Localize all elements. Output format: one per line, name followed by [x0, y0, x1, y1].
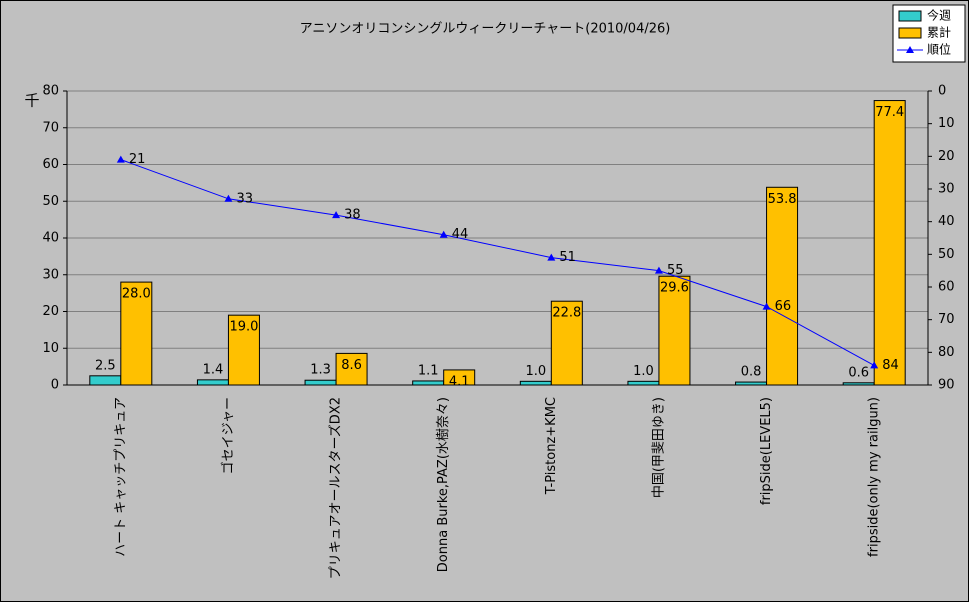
bar	[304, 379, 337, 386]
y2-tick-label: 40	[938, 214, 955, 229]
line-marker	[547, 253, 556, 261]
y-tick-label: 60	[42, 157, 59, 172]
data-label: 38	[344, 208, 361, 223]
data-label: 33	[236, 191, 253, 206]
y2-tick-label: 10	[938, 116, 955, 131]
y-tick-label: 0	[51, 378, 59, 393]
y2-tick-label: 60	[938, 280, 955, 295]
data-label: 53.8	[768, 192, 797, 207]
bar	[443, 369, 476, 386]
y2-tick-label: 30	[938, 182, 955, 197]
y-tick-label: 40	[42, 231, 59, 246]
bar	[627, 380, 660, 386]
y2-tick-label: 80	[938, 345, 955, 360]
y-tick-label: 50	[42, 194, 59, 209]
bar	[519, 380, 552, 386]
data-label: 66	[775, 299, 792, 314]
legend-label: 今週	[927, 8, 951, 23]
x-tick-label: プリキュアオールスターズDX2	[328, 397, 344, 579]
data-label: 1.0	[525, 364, 546, 379]
y-tick-label: 80	[42, 84, 59, 99]
data-label: 84	[882, 358, 899, 373]
y-unit: 千	[24, 92, 39, 110]
line-marker	[439, 230, 448, 238]
bar	[120, 281, 153, 386]
data-label: 1.3	[310, 363, 331, 378]
bar	[658, 275, 691, 386]
y-tick-label: 20	[42, 304, 59, 319]
line-marker	[116, 155, 125, 163]
legend-swatch	[898, 10, 922, 22]
y2-tick-label: 0	[938, 84, 946, 99]
data-label: 28.0	[122, 287, 151, 302]
legend-swatch	[898, 27, 922, 39]
data-label: 1.1	[418, 363, 439, 378]
data-label: 21	[129, 152, 146, 167]
data-label: 77.4	[875, 105, 904, 120]
bar	[735, 381, 768, 386]
legend-label: 順位	[927, 42, 951, 57]
bar	[842, 382, 875, 386]
bar	[766, 186, 799, 386]
legend-marker	[906, 46, 914, 53]
data-label: 22.8	[552, 306, 581, 321]
line-marker	[762, 302, 771, 310]
data-label: 1.4	[203, 362, 224, 377]
bar	[227, 314, 260, 386]
legend-label: 累計	[927, 25, 951, 40]
y2-tick-label: 20	[938, 149, 955, 164]
line-marker	[654, 266, 663, 274]
bar	[550, 300, 583, 386]
bar	[335, 352, 368, 386]
x-tick-label: ハート キャッチプリキュア	[113, 397, 128, 557]
x-tick-label: 中国(甲斐田ゆき)	[651, 397, 666, 498]
x-tick-label: T-Pistonz+KMC	[544, 397, 559, 495]
bar	[196, 379, 229, 386]
data-label: 2.5	[95, 358, 116, 373]
bar	[89, 375, 122, 386]
y2-tick-label: 90	[938, 378, 955, 393]
y2-tick-label: 70	[938, 312, 955, 327]
data-label: 51	[559, 250, 576, 265]
y-tick-label: 70	[42, 120, 59, 135]
line	[120, 159, 875, 366]
x-tick-label: fripSide(LEVEL5)	[759, 397, 774, 505]
x-tick-label: Donna Burke,PAZ(水樹奈々)	[436, 397, 451, 572]
x-tick-label: fripside(only my railgun)	[867, 397, 882, 557]
line-marker	[224, 194, 233, 202]
data-label: 1.0	[633, 364, 654, 379]
y-tick-label: 10	[42, 341, 59, 356]
line-marker	[870, 361, 879, 369]
data-label: 55	[667, 263, 684, 278]
data-label: 44	[452, 227, 469, 242]
data-label: 19.0	[229, 320, 258, 335]
data-label: 8.6	[341, 358, 362, 373]
y-tick-label: 30	[42, 267, 59, 282]
data-label: 29.6	[660, 281, 689, 296]
x-tick-label: ゴセイジャー	[220, 397, 236, 474]
data-label: 4.1	[449, 374, 470, 389]
chart-title: アニソンオリコンシングルウィークリーチャート(2010/04/26)	[300, 22, 671, 37]
bar	[873, 100, 906, 386]
data-label: 0.6	[848, 365, 869, 380]
bar	[412, 380, 445, 386]
line-marker	[332, 211, 341, 219]
data-label: 0.8	[741, 365, 762, 380]
y2-tick-label: 50	[938, 247, 955, 262]
